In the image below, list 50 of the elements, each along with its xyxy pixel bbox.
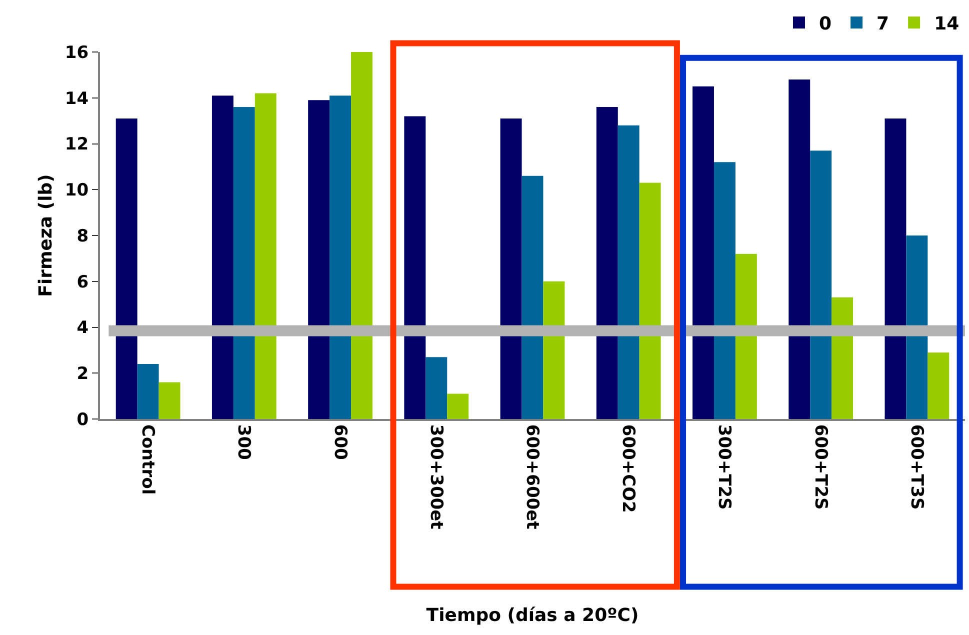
bar <box>308 100 330 419</box>
y-tick-label: 10 <box>64 180 89 201</box>
bar <box>810 150 832 419</box>
y-tick-label: 4 <box>76 318 89 338</box>
bar <box>714 162 736 419</box>
bar <box>639 182 661 419</box>
bar <box>596 107 618 419</box>
bar <box>884 118 906 419</box>
bar <box>618 125 640 419</box>
bar <box>254 93 276 419</box>
legend-label: 7 <box>876 14 890 35</box>
bar <box>832 297 854 419</box>
y-tick-label: 14 <box>64 88 89 109</box>
bar <box>447 394 469 419</box>
x-tick-label: 600+600et <box>522 424 542 530</box>
x-tick-label: Control <box>138 424 158 495</box>
y-tick-label: 12 <box>64 134 89 155</box>
x-tick-label: 600+CO2 <box>618 424 638 513</box>
bar <box>330 96 352 419</box>
bar <box>500 118 522 419</box>
bar <box>158 382 180 419</box>
y-tick-label: 2 <box>76 364 89 384</box>
x-axis-title: Tiempo (días a 20ºC) <box>426 604 639 626</box>
bar <box>735 254 757 419</box>
y-tick-label: 6 <box>76 272 89 292</box>
bar <box>137 364 159 419</box>
bar <box>116 118 138 419</box>
bar <box>426 357 448 419</box>
y-tick-label: 8 <box>76 226 89 246</box>
bar <box>906 236 928 419</box>
y-tick-label: 0 <box>76 410 89 430</box>
x-tick-label: 300 <box>234 424 254 460</box>
x-tick-label: 300+T2S <box>714 424 734 510</box>
x-tick-label: 600+T2S <box>810 424 830 510</box>
bar <box>233 107 255 419</box>
x-tick-label: 600 <box>330 424 350 460</box>
x-tick-label: 300+300et <box>426 424 446 530</box>
y-axis-title: Firmeza (lb) <box>36 174 57 297</box>
x-tick-label: 600+T3S <box>906 424 926 510</box>
bar <box>404 116 426 419</box>
bar <box>543 281 565 419</box>
bar <box>522 176 544 419</box>
bar <box>928 352 950 419</box>
bar <box>692 86 714 419</box>
bar <box>788 80 810 419</box>
legend-label: 14 <box>934 14 960 35</box>
y-tick-label: 16 <box>64 42 89 63</box>
bar <box>351 52 372 419</box>
legend-label: 0 <box>819 14 832 35</box>
bar <box>212 96 234 419</box>
